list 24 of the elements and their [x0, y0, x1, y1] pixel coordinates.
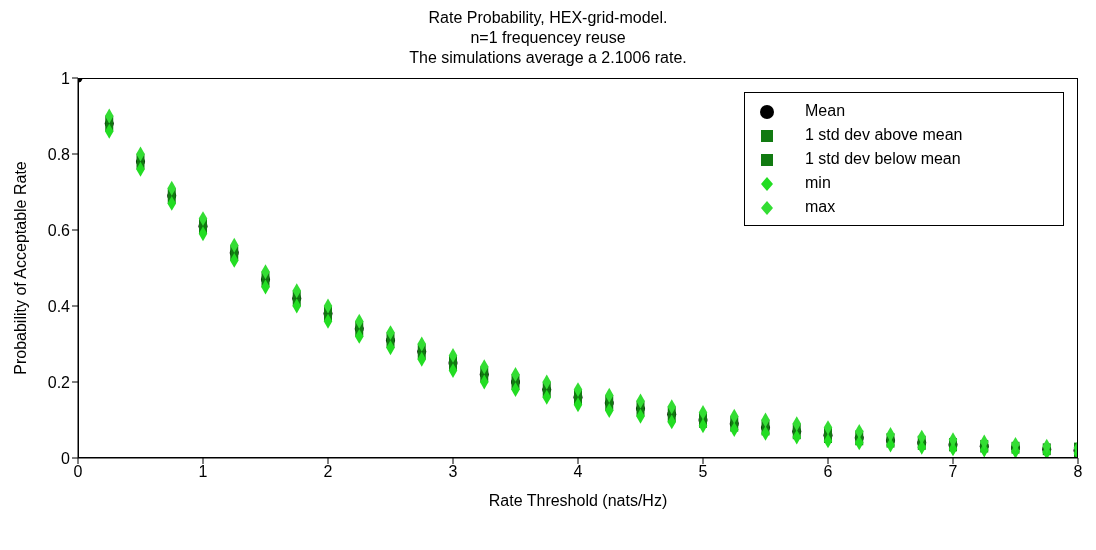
legend-label: Mean [805, 102, 846, 119]
x-tick-label: 1 [198, 463, 208, 481]
y-axis-title: Probability of Acceptable Rate [11, 161, 29, 375]
x-tick-label: 7 [948, 463, 958, 481]
legend-label: 1 std dev above mean [805, 126, 963, 143]
y-tick-label: 0.8 [47, 145, 71, 163]
y-tick-label: 0.4 [47, 297, 71, 315]
legend-label: max [805, 198, 836, 215]
x-axis-title: Rate Threshold (nats/Hz) [488, 492, 668, 509]
x-tick-label: 8 [1073, 463, 1083, 481]
y-tick-label: 0 [61, 449, 71, 467]
legend-label: min [805, 174, 831, 191]
y-tick-label: 0.2 [47, 373, 71, 391]
legend-label: 1 std dev below mean [805, 150, 961, 167]
x-tick-label: 4 [573, 463, 583, 481]
chart-title: Rate Probability, HEX-grid-model. [427, 8, 669, 28]
y-tick-label: 0.6 [47, 221, 71, 239]
chart-subtitle: n=1 frequencey reuse The simulations average a 2.1006 rate. [408, 28, 688, 68]
x-tick-label: 0 [73, 463, 83, 481]
x-tick-label: 2 [323, 463, 333, 481]
x-tick-label: 5 [698, 463, 708, 481]
y-tick-label: 1 [61, 69, 71, 87]
x-tick-label: 6 [823, 463, 833, 481]
x-tick-label: 3 [448, 463, 458, 481]
